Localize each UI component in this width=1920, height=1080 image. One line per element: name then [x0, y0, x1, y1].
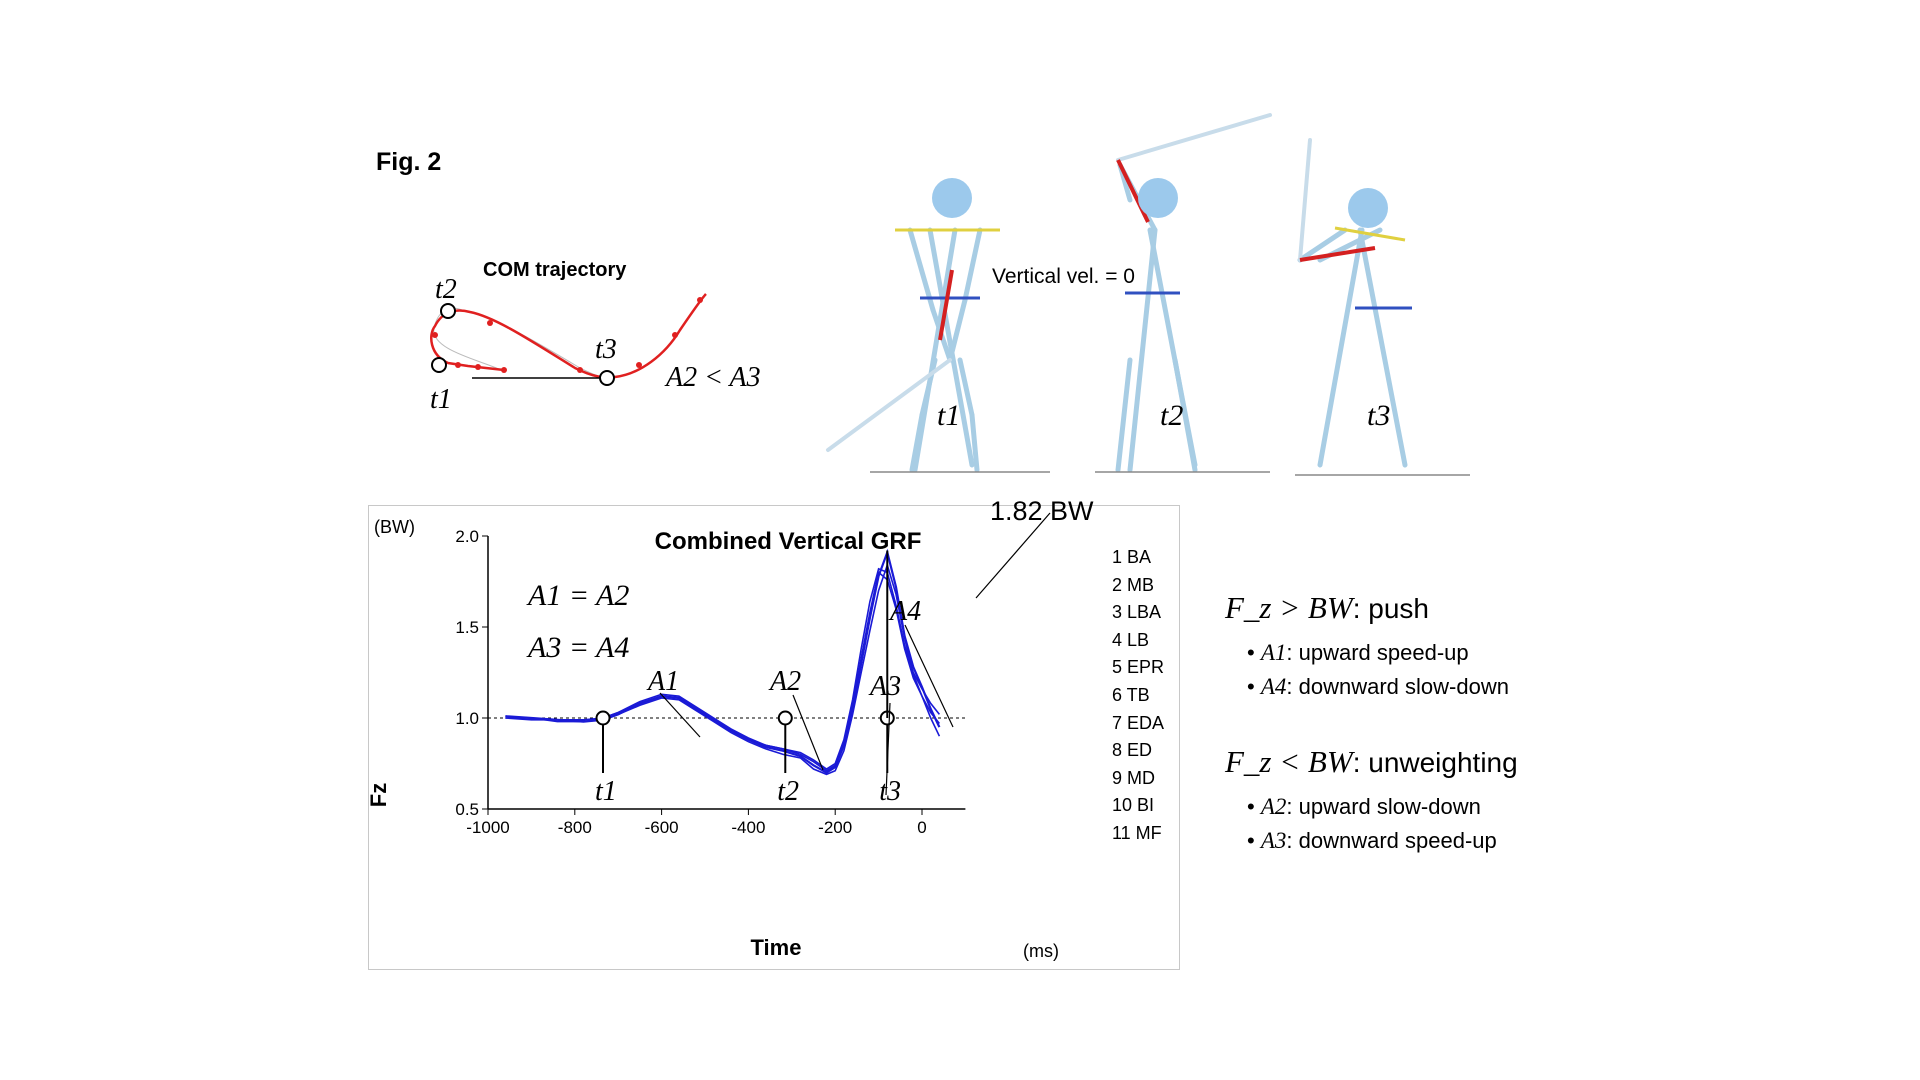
com-marker-t3	[599, 370, 615, 386]
com-trajectory-curve	[430, 293, 707, 379]
skeleton-label-t2: t2	[1160, 399, 1183, 432]
com-point	[697, 297, 703, 303]
head-t1	[932, 178, 972, 218]
com-points	[432, 297, 703, 373]
golf-skeleton-panel: t1 t2 t3	[826, 113, 1470, 476]
com-point	[577, 367, 583, 373]
head-t3	[1348, 188, 1388, 228]
grf-series-line	[505, 570, 941, 772]
grf-chart-panel	[368, 505, 1180, 970]
grf-series-line	[505, 562, 941, 776]
y-tick-label: 2.0	[455, 527, 479, 546]
x-tick-label: -400	[731, 818, 765, 837]
com-point	[432, 332, 438, 338]
rule-unweighting-item: • A3: downward speed-up	[1247, 828, 1497, 853]
equality-2: A3 = A4	[526, 631, 629, 664]
skeleton-label-t1: t1	[937, 399, 960, 432]
com-marker-t2	[440, 303, 456, 319]
legend-item: 9 MD	[1112, 767, 1156, 788]
legend-item: 3 LBA	[1112, 602, 1162, 623]
legend-item: 10 BI	[1112, 795, 1155, 816]
area-label-a2: A2	[768, 666, 801, 697]
rule-unweighting-item: • A2: upward slow-down	[1247, 794, 1481, 819]
x-axis-label: Time	[751, 935, 802, 960]
x-tick-label: -200	[818, 818, 852, 837]
x-tick-label: -1000	[466, 818, 509, 837]
x-tick-label: -600	[645, 818, 679, 837]
x-tick-label: 0	[917, 818, 926, 837]
com-point	[501, 367, 507, 373]
y-tick-label: 1.0	[455, 709, 479, 728]
legend-item: 6 TB	[1112, 684, 1150, 705]
marker-label: t3	[879, 776, 901, 807]
marker-label: t2	[777, 776, 799, 807]
com-label-t3: t3	[595, 334, 617, 365]
vertical-velocity-note: Vertical vel. = 0	[992, 265, 1135, 288]
legend-item: 1 BA	[1112, 547, 1152, 567]
skeleton-label-t3: t3	[1367, 399, 1390, 432]
marker-label: t1	[595, 776, 617, 807]
com-trajectory-panel: t2 t1 t3 A2 < A3	[430, 274, 761, 415]
marker-point	[777, 710, 793, 726]
com-point	[487, 320, 493, 326]
x-unit: (ms)	[1023, 941, 1059, 961]
area-label-a1: A1	[646, 666, 679, 697]
area-label-a4: A4	[888, 596, 921, 627]
y-tick-label: 1.5	[455, 618, 479, 637]
com-relation: A2 < A3	[664, 362, 761, 393]
com-marker-t1	[431, 357, 447, 373]
rule-push-item: • A1: upward speed-up	[1247, 640, 1469, 665]
com-point	[672, 332, 678, 338]
com-point	[455, 362, 461, 368]
figure-label: Fig. 2	[376, 148, 442, 176]
y-axis-label: Fz	[368, 783, 391, 807]
chart-title: Combined Vertical GRF	[655, 528, 922, 555]
series-legend: 1 BA 2 MB 3 LBA 4 LB 5 EPR 6 TB 7 EDA 8 …	[1112, 544, 1164, 848]
grf-chart: -1000 -800 -600 -400 -200 0 0.5 1.0 1.5 2.0 t1 t2 t…	[368, 512, 1059, 961]
com-point	[475, 364, 481, 370]
interpretation-rules: F_z > BW: push • A1: upward speed-up • A…	[1225, 590, 1885, 858]
legend-item: 7 EDA	[1112, 712, 1165, 733]
com-label-t2: t2	[435, 274, 457, 305]
y-unit: (BW)	[374, 517, 415, 537]
rule-push-item: • A4: downward slow-down	[1247, 674, 1509, 699]
legend-item: 4 LB	[1112, 629, 1150, 650]
com-title: COM trajectory	[483, 259, 627, 281]
legend-item: 11 MF	[1112, 822, 1162, 843]
equality-1: A1 = A2	[526, 579, 629, 612]
x-tick-label: -800	[558, 818, 592, 837]
com-label-t1: t1	[430, 384, 452, 415]
marker-point	[595, 710, 611, 726]
com-point	[636, 362, 642, 368]
legend-item: 5 EPR	[1112, 657, 1165, 678]
rule-unweighting-head: F_z < BW: unweighting	[1225, 744, 1518, 779]
peak-annotation: 1.82 BW	[990, 496, 1094, 526]
head-t2	[1138, 178, 1178, 218]
com-path	[433, 307, 611, 381]
area-label-a3: A3	[868, 671, 901, 702]
y-tick-label: 0.5	[455, 800, 479, 819]
legend-item: 8 ED	[1112, 740, 1153, 761]
legend-item: 2 MB	[1112, 574, 1155, 595]
skeleton-t1	[826, 227, 983, 473]
rule-push-head: F_z > BW: push	[1225, 590, 1429, 625]
